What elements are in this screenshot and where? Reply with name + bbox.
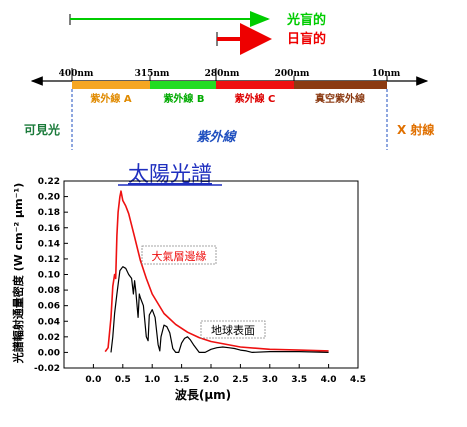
y-tick-label: 0.04 [38, 317, 60, 327]
x-tick-label: 3.0 [262, 375, 278, 385]
chart-title: 太陽光譜 [128, 162, 212, 186]
y-tick-label: 0.18 [38, 208, 60, 218]
x-tick-label: 2.5 [232, 375, 248, 385]
y-tick-label: 0.08 [38, 286, 60, 296]
x-axis-ticks: 0.0 0.5 1.0 1.5 2.0 2.5 3.0 3.5 4.0 4.5 [85, 364, 366, 385]
y-axis-ticks: -0.02 0.00 0.02 0.04 0.06 0.08 0.10 0.12 0.14 0.1… [34, 177, 68, 374]
y-tick-label: 0.20 [38, 193, 60, 203]
x-tick-label: 4.0 [321, 375, 337, 385]
solar-spectrum-chart: 太陽光譜 -0.02 0.00 0.02 0.04 0.06 0.08 0.10 0.12 0.… [11, 162, 366, 402]
series-line-top-of-atmosphere [104, 190, 329, 353]
y-tick-label: 0.12 [38, 255, 60, 265]
y-tick-label: 0.02 [38, 333, 60, 343]
x-axis-label: 波長(μm) [175, 387, 231, 402]
wavelength-label-200: 200nm [275, 69, 310, 79]
wavelength-label-10: 10nm [372, 69, 401, 79]
wavelength-label-315: 315nm [135, 69, 170, 79]
band-label-uvc: 紫外線 C [235, 92, 276, 105]
solar-blind-label: 光盲的 [286, 12, 326, 28]
band-uvb [150, 81, 216, 89]
day-blind-label: 日盲的 [287, 31, 326, 47]
x-tick-label: 2.0 [203, 375, 219, 385]
xray-label: X 射線 [397, 122, 434, 137]
y-tick-label: 0.22 [38, 177, 60, 187]
y-tick-label: -0.02 [34, 364, 60, 374]
x-tick-label: 3.5 [291, 375, 307, 385]
x-tick-label: 0.0 [85, 375, 101, 385]
y-axis-label: 光譜輻射通量密度 (W cm⁻² μm⁻¹) [11, 183, 25, 364]
y-tick-label: 0.06 [38, 302, 60, 312]
series-layer [104, 190, 329, 353]
band-uva [72, 81, 150, 89]
band-label-uva: 紫外線 A [90, 92, 131, 105]
band-label-vuv: 真空紫外線 [315, 92, 365, 105]
x-tick-label: 1.0 [144, 375, 160, 385]
annotation-toa: 大氣層邊緣 [141, 245, 217, 265]
wavelength-label-280: 280nm [205, 69, 240, 79]
y-tick-label: 0.10 [38, 271, 60, 281]
band-uvc [216, 81, 294, 89]
annotation-toa-text: 大氣層邊緣 [152, 249, 207, 263]
annotation-toa-box [141, 245, 217, 265]
band-label-uvb: 紫外線 B [163, 92, 204, 105]
band-vuv [294, 81, 387, 89]
spectrum-bar: 400nm 315nm 280nm 200nm 10nm 紫外線 A 紫外線 B… [24, 68, 434, 150]
x-tick-label: 1.5 [174, 375, 190, 385]
annotation-surface-box [200, 320, 266, 339]
y-tick-label: 0.14 [38, 239, 60, 249]
y-tick-label: 0.00 [38, 348, 60, 358]
visible-light-label: 可見光 [24, 122, 60, 137]
blindness-arrows: 光盲的 日盲的 [69, 11, 326, 55]
x-tick-label: 4.5 [350, 375, 366, 385]
annotation-surface: 地球表面 [200, 320, 266, 339]
annotation-surface-text: 地球表面 [211, 323, 255, 337]
x-tick-label: 0.5 [115, 375, 131, 385]
series-line-earth-surface [110, 266, 329, 353]
wavelength-label-400: 400nm [59, 69, 94, 79]
uv-label: 紫外線 [196, 129, 237, 145]
y-tick-label: 0.16 [38, 224, 60, 234]
